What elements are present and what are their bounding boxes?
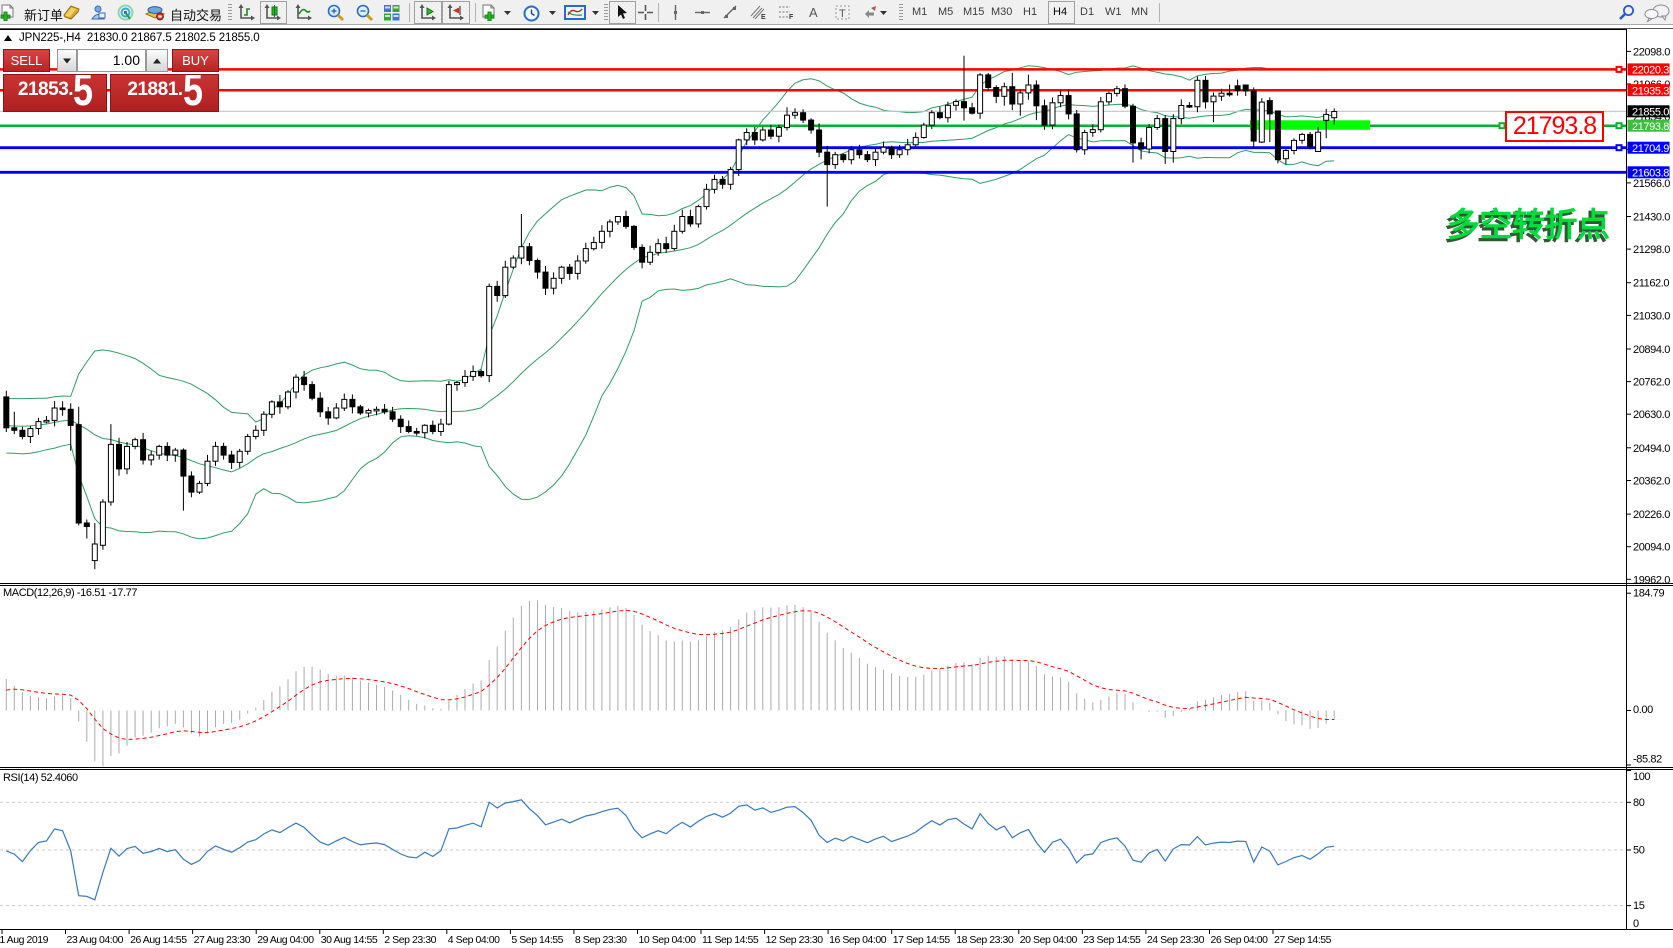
svg-text:4 Sep 04:00: 4 Sep 04:00: [448, 934, 500, 946]
svg-text:30 Aug 14:55: 30 Aug 14:55: [321, 934, 378, 946]
svg-text:T: T: [839, 8, 846, 20]
svg-text:2 Sep 23:30: 2 Sep 23:30: [384, 934, 436, 946]
svg-text:21 Aug 2019: 21 Aug 2019: [0, 934, 49, 946]
svg-text:11 Sep 14:55: 11 Sep 14:55: [702, 934, 759, 946]
svg-text:21430.0: 21430.0: [1633, 212, 1670, 224]
svg-text:21855.0: 21855.0: [1632, 107, 1669, 119]
svg-text:12 Sep 23:30: 12 Sep 23:30: [766, 934, 824, 946]
svg-text:RSI(14) 52.4060: RSI(14) 52.4060: [3, 772, 78, 784]
svg-text:27 Sep 14:55: 27 Sep 14:55: [1274, 934, 1332, 946]
svg-text:20762.0: 20762.0: [1633, 377, 1670, 389]
svg-text:23 Aug 04:00: 23 Aug 04:00: [67, 934, 124, 946]
svg-text:21566.0: 21566.0: [1633, 178, 1670, 190]
svg-text:24 Sep 23:30: 24 Sep 23:30: [1147, 934, 1205, 946]
svg-text:26 Aug 14:55: 26 Aug 14:55: [130, 934, 187, 946]
svg-text:20 Sep 04:00: 20 Sep 04:00: [1020, 934, 1078, 946]
svg-text:29 Aug 04:00: 29 Aug 04:00: [257, 934, 314, 946]
svg-text:22098.0: 22098.0: [1633, 46, 1670, 58]
svg-text:F: F: [789, 14, 794, 21]
svg-text:20494.0: 20494.0: [1633, 443, 1670, 455]
svg-text:17 Sep 14:55: 17 Sep 14:55: [893, 934, 951, 946]
svg-text:27 Aug 23:30: 27 Aug 23:30: [194, 934, 251, 946]
svg-text:22020.3: 22020.3: [1632, 65, 1669, 77]
svg-text:21030.0: 21030.0: [1633, 310, 1670, 322]
svg-text:21704.9: 21704.9: [1632, 143, 1669, 155]
svg-text:21162.0: 21162.0: [1633, 278, 1669, 290]
svg-text:23 Sep 14:55: 23 Sep 14:55: [1083, 934, 1141, 946]
svg-text:21935.3: 21935.3: [1632, 85, 1669, 97]
svg-text:19962.0: 19962.0: [1633, 574, 1670, 586]
svg-text:E: E: [761, 14, 766, 21]
svg-text:20894.0: 20894.0: [1633, 344, 1670, 356]
svg-text:A: A: [809, 5, 818, 20]
svg-text:0.00: 0.00: [1633, 704, 1653, 716]
svg-text:16 Sep 04:00: 16 Sep 04:00: [829, 934, 887, 946]
svg-text:80: 80: [1633, 797, 1645, 809]
svg-text:20362.0: 20362.0: [1633, 476, 1670, 488]
svg-text:21793.8: 21793.8: [1632, 121, 1669, 133]
svg-text:26 Sep 04:00: 26 Sep 04:00: [1211, 934, 1269, 946]
svg-text:21298.0: 21298.0: [1633, 244, 1670, 256]
svg-text:184.79: 184.79: [1633, 587, 1665, 599]
svg-text:20226.0: 20226.0: [1633, 509, 1670, 521]
svg-text:20630.0: 20630.0: [1633, 409, 1670, 421]
svg-text:15: 15: [1633, 900, 1645, 912]
svg-text:10 Sep 04:00: 10 Sep 04:00: [639, 934, 697, 946]
svg-text:8 Sep 23:30: 8 Sep 23:30: [575, 934, 627, 946]
svg-text:21603.8: 21603.8: [1632, 168, 1669, 180]
svg-text:0: 0: [1633, 918, 1639, 930]
svg-text:100: 100: [1633, 771, 1650, 783]
svg-text:5 Sep 14:55: 5 Sep 14:55: [511, 934, 563, 946]
svg-text:20094.0: 20094.0: [1633, 542, 1670, 554]
svg-text:50: 50: [1633, 845, 1645, 857]
svg-text:MACD(12,26,9) -16.51 -17.77: MACD(12,26,9) -16.51 -17.77: [3, 587, 137, 599]
svg-text:18 Sep 23:30: 18 Sep 23:30: [956, 934, 1014, 946]
svg-text:-85.82: -85.82: [1633, 753, 1662, 765]
